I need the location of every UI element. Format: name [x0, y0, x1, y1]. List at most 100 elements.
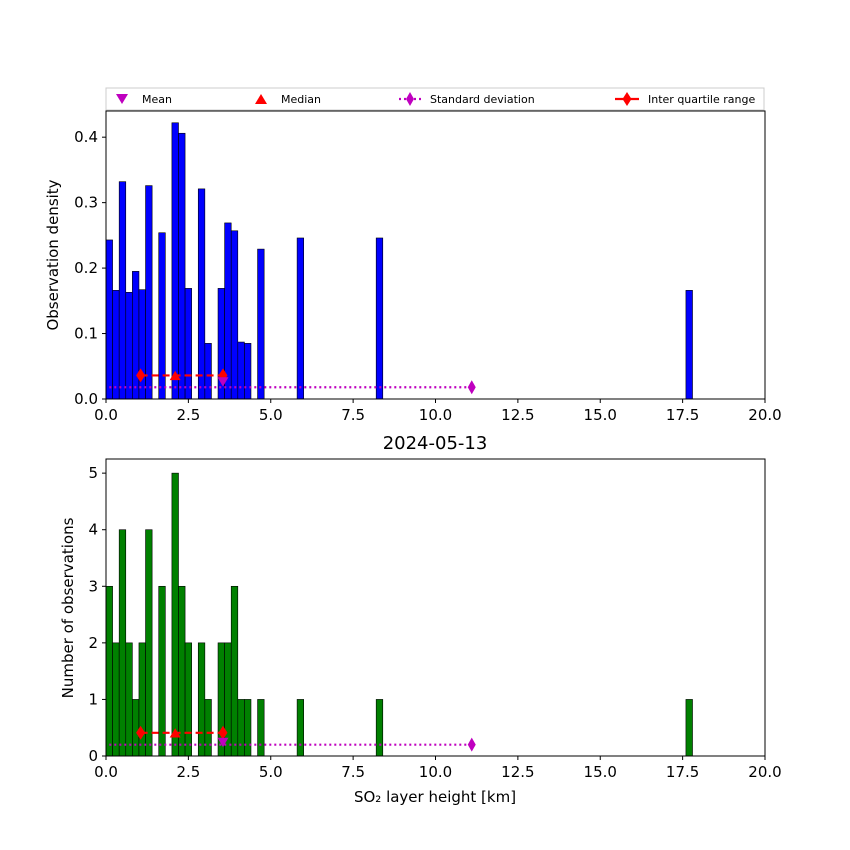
count-bar [244, 699, 252, 757]
count-x-tick-label: 0.0 [94, 763, 118, 781]
density-bar [112, 290, 120, 400]
count-x-tick-label: 5.0 [259, 763, 283, 781]
density-bar [204, 343, 212, 400]
density-bar [125, 292, 133, 400]
legend-median-label: Median [281, 93, 321, 106]
density-x-tick-label: 15.0 [584, 406, 617, 424]
density-bar [158, 232, 166, 400]
count-bar [375, 699, 384, 757]
legend-std-label: Standard deviation [430, 93, 535, 106]
density-bar [138, 289, 146, 400]
density-y-tick-label: 0.4 [74, 128, 98, 146]
count-chart: 2024-05-13 0.0 2.5 5.0 7.5 10.0 12.5 15.0 17.5 2… [59, 433, 782, 806]
density-x-tick-label: 17.5 [666, 406, 699, 424]
count-bar [118, 529, 127, 757]
legend: Mean Median Standard deviation Inter qua… [105, 87, 765, 111]
count-y-tick-label: 3 [88, 577, 98, 595]
density-x-tick-label: 20.0 [748, 406, 781, 424]
density-iqr-marker [136, 368, 146, 383]
density-bar [132, 271, 140, 400]
count-x-tick-label: 10.0 [419, 763, 452, 781]
density-bar [178, 132, 186, 400]
density-y-tick-label: 0.0 [74, 390, 98, 408]
count-bar [230, 585, 239, 757]
count-bar [257, 699, 265, 757]
density-median-marker [169, 370, 181, 381]
density-y-tick-label: 0.3 [74, 194, 98, 212]
count-bar [105, 585, 113, 757]
density-y-tick-label: 0.1 [74, 325, 98, 343]
count-bar [138, 642, 146, 757]
count-bar [112, 642, 120, 757]
legend-median: Median [255, 93, 321, 106]
count-x-tick-label: 2.5 [176, 763, 200, 781]
count-iqr-marker [136, 725, 146, 740]
density-bar [197, 188, 206, 400]
density-x-tick-label: 7.5 [341, 406, 365, 424]
count-bar [145, 529, 153, 757]
density-bar [145, 185, 153, 400]
density-bar [237, 341, 245, 400]
density-y-tick-label: 0.2 [74, 259, 98, 277]
count-std-marker [467, 737, 476, 752]
density-bar [257, 248, 265, 400]
density-bar [118, 181, 127, 400]
count-bar [296, 699, 304, 757]
count-iqr-marker [218, 725, 228, 740]
density-bar [230, 230, 239, 400]
count-y-tick-label: 2 [88, 634, 98, 652]
count-x-tick-label: 15.0 [584, 763, 617, 781]
count-x-tick-label: 17.5 [666, 763, 699, 781]
density-x-tick-label: 10.0 [419, 406, 452, 424]
count-y-axis-label: Number of observations [59, 517, 77, 698]
count-bar [204, 699, 212, 757]
density-bar [375, 237, 384, 400]
density-x-tick-label: 0.0 [94, 406, 118, 424]
legend-iqr: Inter quartile range [615, 92, 755, 106]
density-mean-marker [217, 377, 229, 387]
count-y-tick-label: 4 [88, 521, 98, 539]
legend-std: Standard deviation [399, 92, 535, 106]
density-bar [685, 290, 693, 400]
count-median-marker [169, 728, 181, 738]
count-bar [685, 699, 693, 757]
median-marker-icon [255, 94, 267, 104]
count-bar [158, 585, 166, 757]
count-bar [178, 585, 186, 757]
density-bar [296, 237, 304, 400]
count-plot-area: 0.0 2.5 5.0 7.5 10.0 12.5 15.0 17.5 20.0 0 1 2 3 4 5 [88, 458, 782, 781]
legend-frame [105, 87, 765, 111]
count-x-tick-label: 20.0 [748, 763, 781, 781]
count-bar [125, 642, 133, 757]
count-bar [171, 472, 179, 757]
count-x-axis-label: SO₂ layer height [km] [354, 788, 516, 806]
density-std-marker [467, 380, 476, 395]
count-bar [184, 642, 192, 757]
density-bar [244, 343, 252, 400]
density-x-tick-label: 5.0 [259, 406, 283, 424]
count-bar [132, 699, 140, 757]
std-marker-icon [406, 92, 414, 106]
iqr-marker-icon [622, 92, 632, 106]
density-bar [184, 288, 192, 400]
legend-mean: Mean [116, 93, 172, 106]
density-plot-area: 0.0 2.5 5.0 7.5 10.0 12.5 15.0 17.5 20.0 0.0 0.1 0.… [74, 110, 782, 424]
count-y-tick-label: 0 [88, 747, 98, 765]
count-x-tick-label: 12.5 [501, 763, 534, 781]
density-chart: 0.0 2.5 5.0 7.5 10.0 12.5 15.0 17.5 20.0 0.0 0.1 0.… [44, 110, 782, 424]
count-y-tick-label: 1 [88, 690, 98, 708]
legend-iqr-label: Inter quartile range [648, 93, 755, 106]
density-bar [171, 122, 179, 400]
density-bar [105, 239, 113, 400]
count-mean-marker [217, 737, 229, 748]
count-x-tick-label: 7.5 [341, 763, 365, 781]
count-bar [197, 642, 206, 757]
legend-mean-label: Mean [142, 93, 172, 106]
count-bar [237, 699, 245, 757]
count-y-tick-label: 5 [88, 464, 98, 482]
density-x-tick-label: 12.5 [501, 406, 534, 424]
density-x-tick-label: 2.5 [176, 406, 200, 424]
count-chart-title: 2024-05-13 [383, 433, 488, 454]
density-y-axis-label: Observation density [44, 179, 62, 330]
